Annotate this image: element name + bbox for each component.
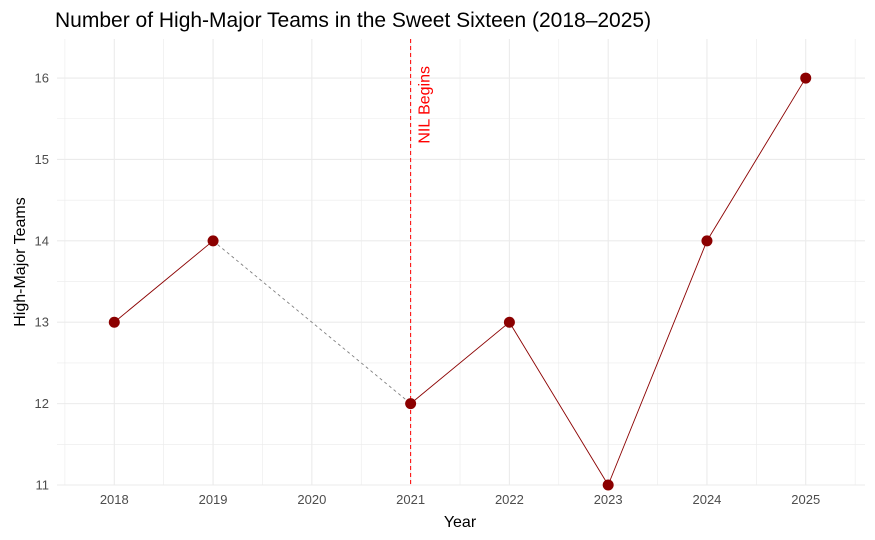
x-tick-label: 2021	[396, 492, 425, 507]
y-tick-label: 12	[35, 396, 49, 411]
y-axis-title: High-Major Teams	[12, 197, 29, 327]
y-tick-label: 13	[35, 315, 49, 330]
x-tick-label: 2024	[692, 492, 721, 507]
line-segment	[410, 321, 510, 404]
line-segment	[114, 240, 214, 323]
y-tick-label: 11	[36, 478, 50, 493]
x-tick-label: 2022	[495, 492, 524, 507]
y-tick-label: 14	[35, 233, 49, 248]
series-points	[108, 72, 812, 491]
x-tick-label: 2023	[594, 492, 623, 507]
chart-title: Number of High-Major Teams in the Sweet …	[55, 9, 651, 32]
annotation: NIL Begins	[410, 39, 434, 485]
data-point	[701, 235, 713, 247]
dashed-segment	[212, 240, 411, 404]
x-axis-title: Year	[444, 514, 477, 531]
series-lines	[114, 77, 807, 486]
data-point	[405, 398, 417, 410]
data-point	[800, 72, 812, 84]
data-point	[602, 479, 614, 491]
annotation-label: NIL Begins	[417, 66, 434, 144]
x-tick-label: 2020	[297, 492, 326, 507]
y-axis-ticks: 11 12 13 14 15 16	[35, 71, 49, 493]
x-tick-label: 2019	[199, 492, 228, 507]
x-axis-ticks: 2018 2019 2020 2021 2022 2023 2024 2025	[100, 492, 820, 507]
line-segment	[607, 240, 708, 486]
data-point	[503, 316, 515, 328]
data-point	[207, 235, 219, 247]
data-point	[108, 316, 120, 328]
line-segment	[706, 77, 807, 242]
y-tick-label: 15	[35, 152, 49, 167]
line-segment	[509, 321, 609, 486]
x-tick-label: 2018	[100, 492, 129, 507]
x-tick-label: 2025	[791, 492, 820, 507]
grid	[57, 39, 865, 486]
y-tick-label: 16	[35, 71, 49, 86]
